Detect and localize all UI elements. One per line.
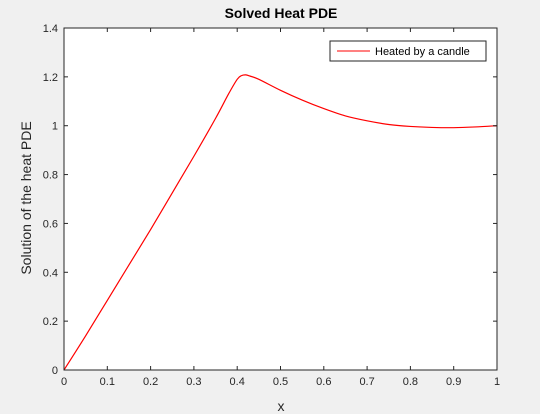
- x-tick-label: 0.6: [316, 376, 331, 388]
- legend: Heated by a candle: [329, 40, 487, 62]
- y-tick-label: 0: [52, 365, 58, 377]
- x-tick-label: 0.4: [230, 376, 245, 388]
- x-tick-label: 0: [61, 376, 67, 388]
- x-tick-label: 0.8: [403, 376, 418, 388]
- x-tick-label: 0.2: [143, 376, 158, 388]
- x-tick-label: 0.9: [446, 376, 461, 388]
- x-tick-label: 0.1: [100, 376, 115, 388]
- series-line-heated-by-a-candle: [63, 74, 498, 371]
- x-tick-label: 1: [494, 376, 500, 388]
- y-tick-label: 0.4: [43, 267, 58, 279]
- x-axis-label: x: [278, 398, 285, 414]
- y-ticks: 0 0.2 0.4 0.6 0.8 1 1.2 1.4: [43, 23, 497, 377]
- legend-label: Heated by a candle: [375, 46, 470, 58]
- chart-title: Solved Heat PDE: [225, 5, 338, 21]
- x-tick-label: 0.3: [186, 376, 201, 388]
- y-tick-label: 0.6: [43, 218, 58, 230]
- plot-area: [64, 28, 497, 370]
- x-tick-label: 0.7: [359, 376, 374, 388]
- legend-box: [329, 40, 487, 62]
- x-ticks: 0 0.1 0.2 0.3 0.4 0.5 0.6 0.7 0.8 0.9 1: [61, 28, 500, 388]
- y-tick-label: 0.2: [43, 316, 58, 328]
- y-tick-label: 1: [52, 121, 58, 133]
- y-tick-label: 1.4: [43, 23, 58, 35]
- y-tick-label: 1.2: [43, 72, 58, 84]
- y-tick-label: 0.8: [43, 170, 58, 182]
- series-layer: [63, 74, 498, 371]
- x-tick-label: 0.5: [273, 376, 288, 388]
- y-axis-label: Solution of the heat PDE: [18, 121, 34, 274]
